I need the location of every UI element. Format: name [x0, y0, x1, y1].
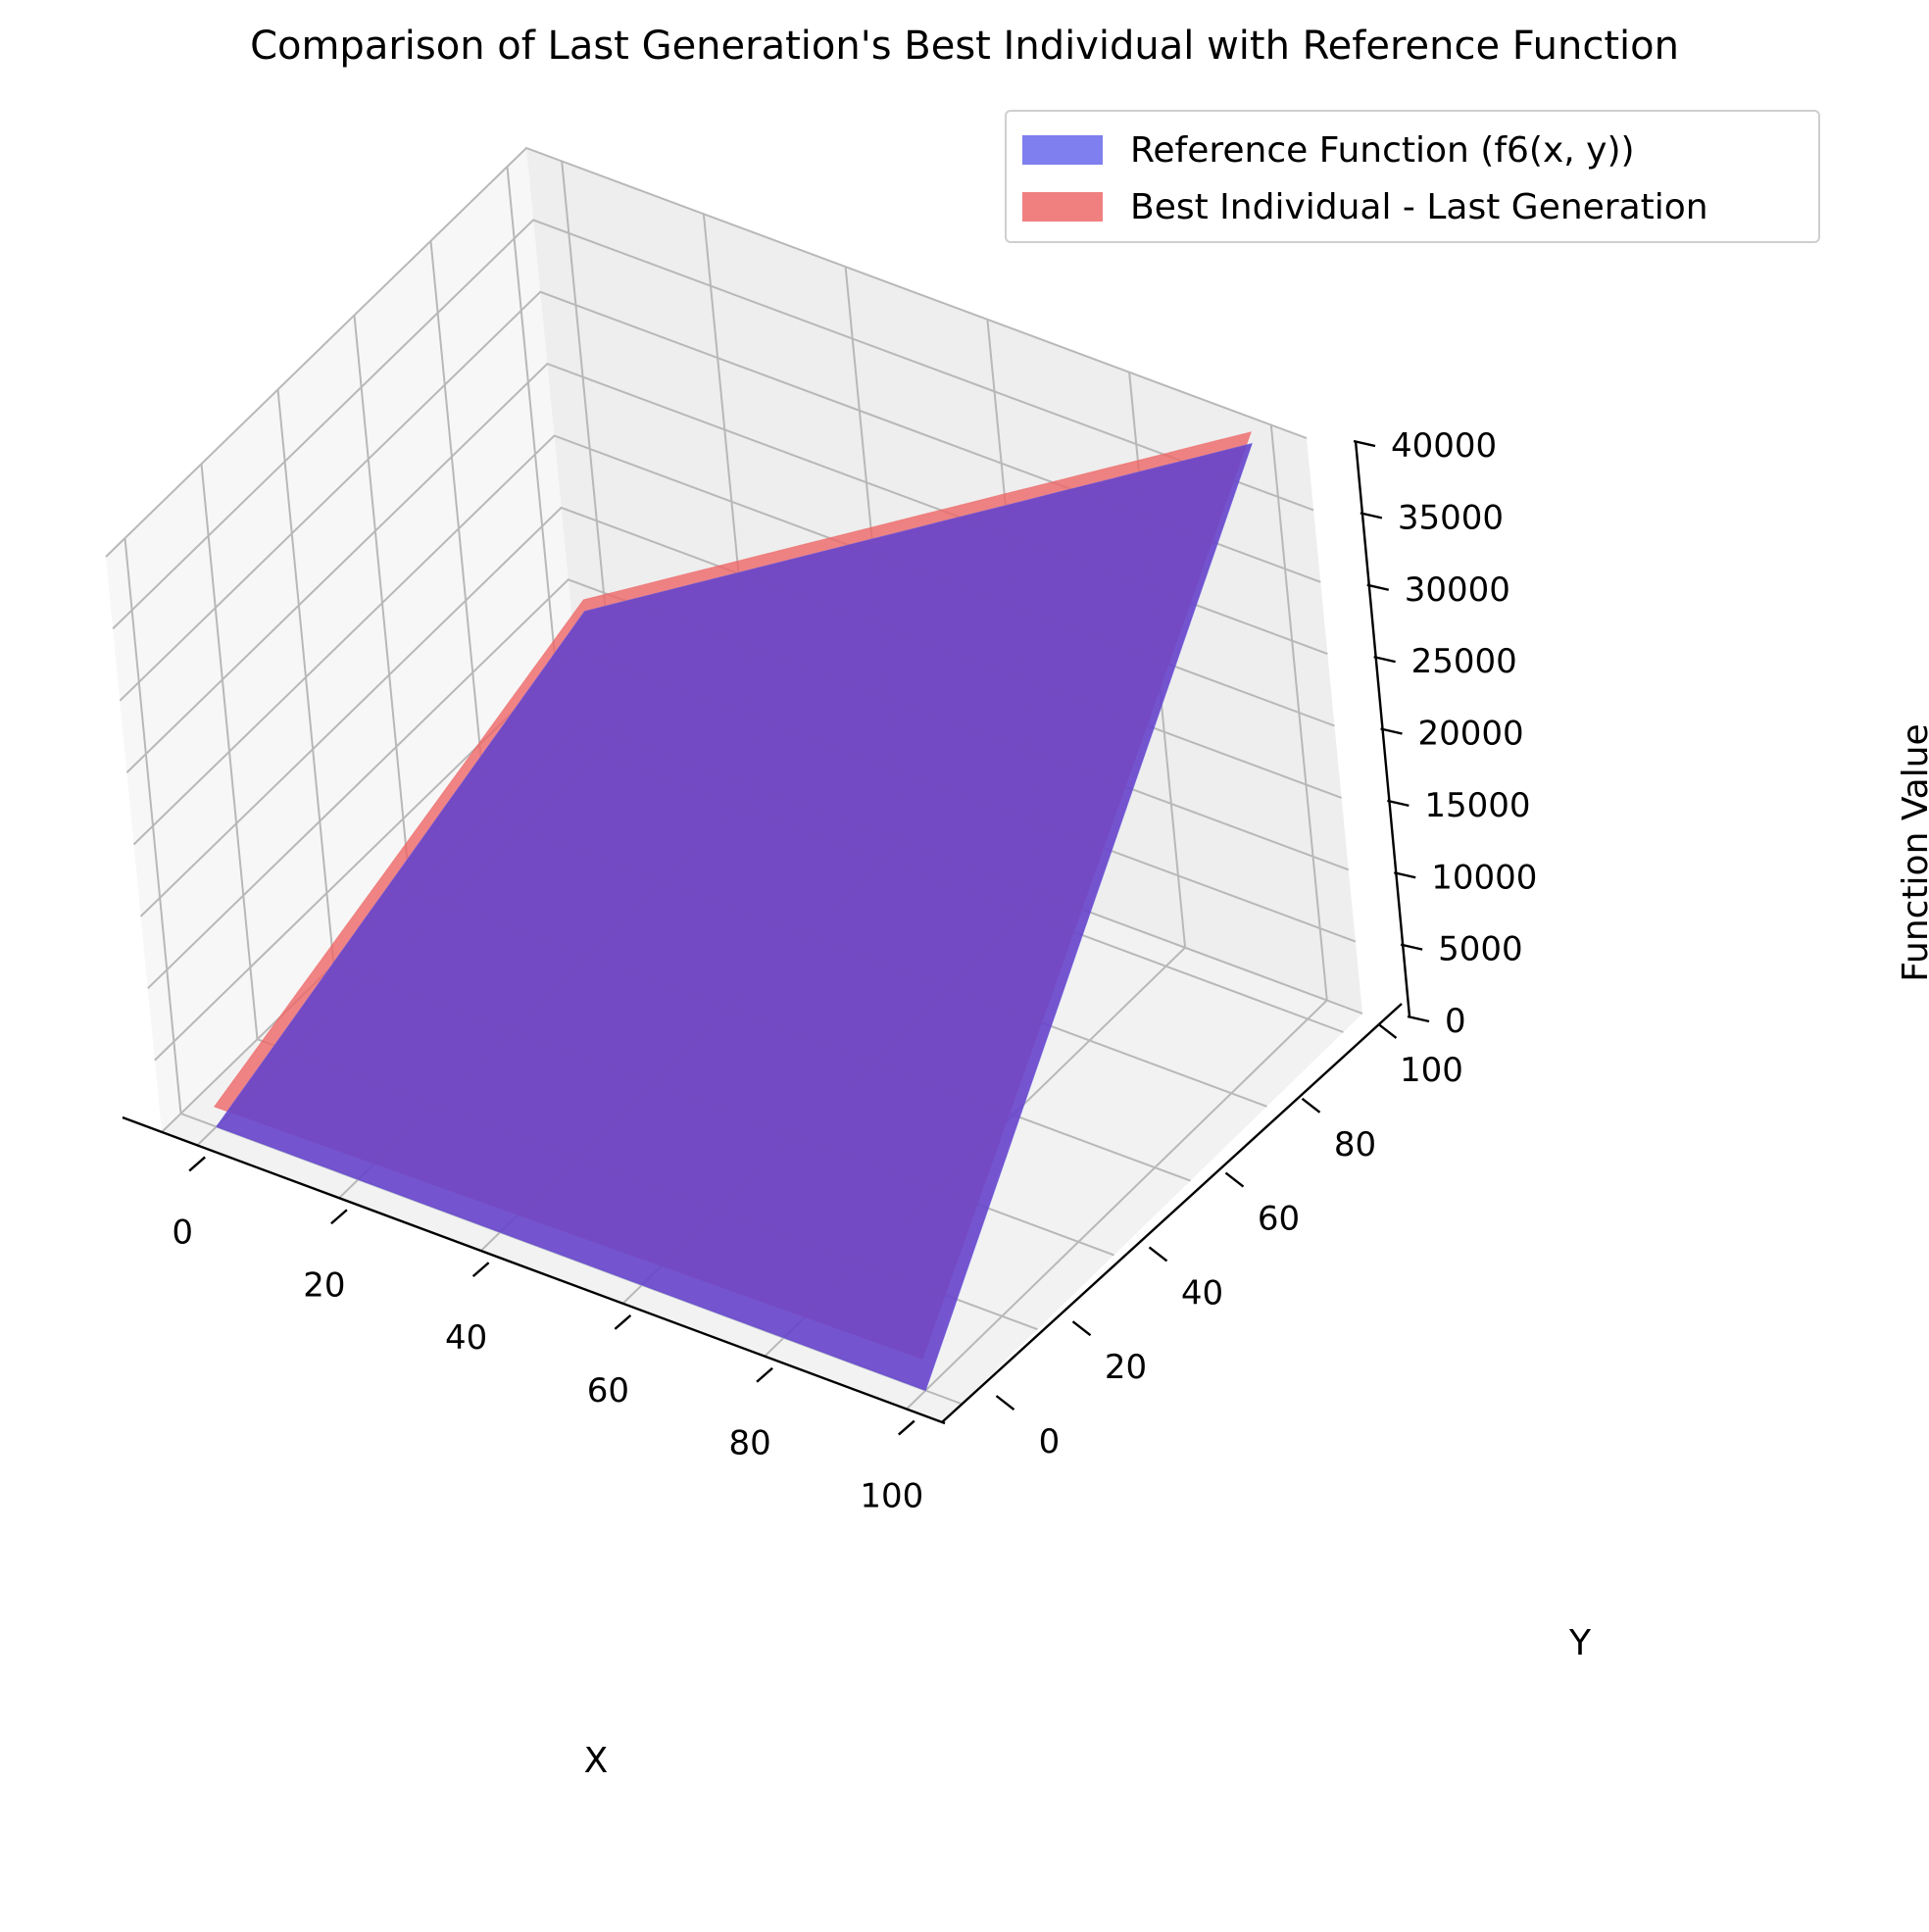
x-axis-line [122, 1115, 946, 1425]
y-tick-label: 40 [1181, 1273, 1223, 1313]
y-tick-label: 80 [1334, 1125, 1376, 1164]
z-tick-label: 15000 [1424, 786, 1530, 825]
legend-swatch-reference [1022, 135, 1103, 165]
z-tick-label: 0 [1445, 1002, 1466, 1041]
z-tick-label: 20000 [1418, 715, 1524, 754]
x-tick-mark [898, 1419, 915, 1436]
y-tick-mark [1148, 1246, 1168, 1263]
x-tick-mark [756, 1366, 773, 1383]
chart-title: Comparison of Last Generation's Best Ind… [250, 24, 1679, 69]
z-tick-label: 25000 [1411, 642, 1517, 681]
y-axis-label: Y [1568, 1623, 1592, 1663]
z-tick-mark [1393, 871, 1416, 879]
z-tick-label: 40000 [1391, 426, 1497, 466]
x-tick-mark [471, 1262, 490, 1277]
y-axis-line [941, 1003, 1403, 1423]
x-tick-label: 20 [303, 1265, 345, 1305]
x-tick-label: 80 [728, 1424, 770, 1463]
overlap-shading [216, 443, 1253, 1391]
z-tick-mark [1373, 655, 1396, 664]
legend-label-reference: Reference Function (f6(x, y)) [1130, 129, 1635, 171]
z-tick-mark [1400, 943, 1423, 951]
z-tick-mark [1366, 583, 1390, 591]
z-axis-label: Function Value [1896, 723, 1929, 981]
axis-lines [122, 439, 1430, 1436]
legend-item-best-individual: Best Individual - Last Generation [1022, 182, 1708, 231]
x-tick-label: 40 [445, 1318, 487, 1358]
y-tick-mark [1224, 1171, 1245, 1188]
x-tick-label: 60 [587, 1371, 629, 1411]
z-tick-label: 10000 [1431, 858, 1537, 897]
legend-label-best-individual: Best Individual - Last Generation [1130, 186, 1708, 227]
y-tick-label: 0 [1039, 1422, 1061, 1461]
z-tick-mark [1380, 727, 1403, 735]
legend: Reference Function (f6(x, y)) Best Indiv… [1005, 110, 1820, 243]
x-tick-mark [614, 1314, 632, 1330]
z-tick-mark [1387, 799, 1410, 808]
z-grid-line [105, 146, 1308, 558]
surfaces [213, 431, 1254, 1392]
y-tick-mark [1071, 1320, 1092, 1337]
y-tick-mark [1377, 1023, 1398, 1039]
z-tick-mark [1353, 439, 1376, 448]
x-tick-mark [188, 1156, 206, 1172]
z-grid-line [112, 219, 1314, 630]
x-tick-label: 100 [860, 1477, 923, 1516]
z-tick-mark [1407, 1015, 1430, 1023]
y-tick-mark [1301, 1097, 1321, 1114]
z-tick-mark [1360, 512, 1383, 520]
y-tick-mark [995, 1395, 1015, 1411]
z-tick-label: 35000 [1398, 498, 1504, 537]
x-tick-label: 0 [172, 1213, 193, 1252]
legend-item-reference: Reference Function (f6(x, y)) [1022, 125, 1635, 174]
z-tick-label: 30000 [1405, 570, 1510, 610]
legend-swatch-best-individual [1022, 192, 1103, 222]
x-tick-mark [330, 1209, 348, 1225]
y-tick-label: 20 [1105, 1348, 1147, 1387]
tick-labels: 0 20 40 60 80 100 0 20 40 60 80 100 0 5000 10000 15000 2… [172, 426, 1537, 1516]
x-axis-label: X [584, 1741, 609, 1781]
y-tick-label: 100 [1400, 1051, 1463, 1090]
y-tick-label: 60 [1258, 1200, 1300, 1239]
z-tick-label: 5000 [1438, 930, 1523, 969]
